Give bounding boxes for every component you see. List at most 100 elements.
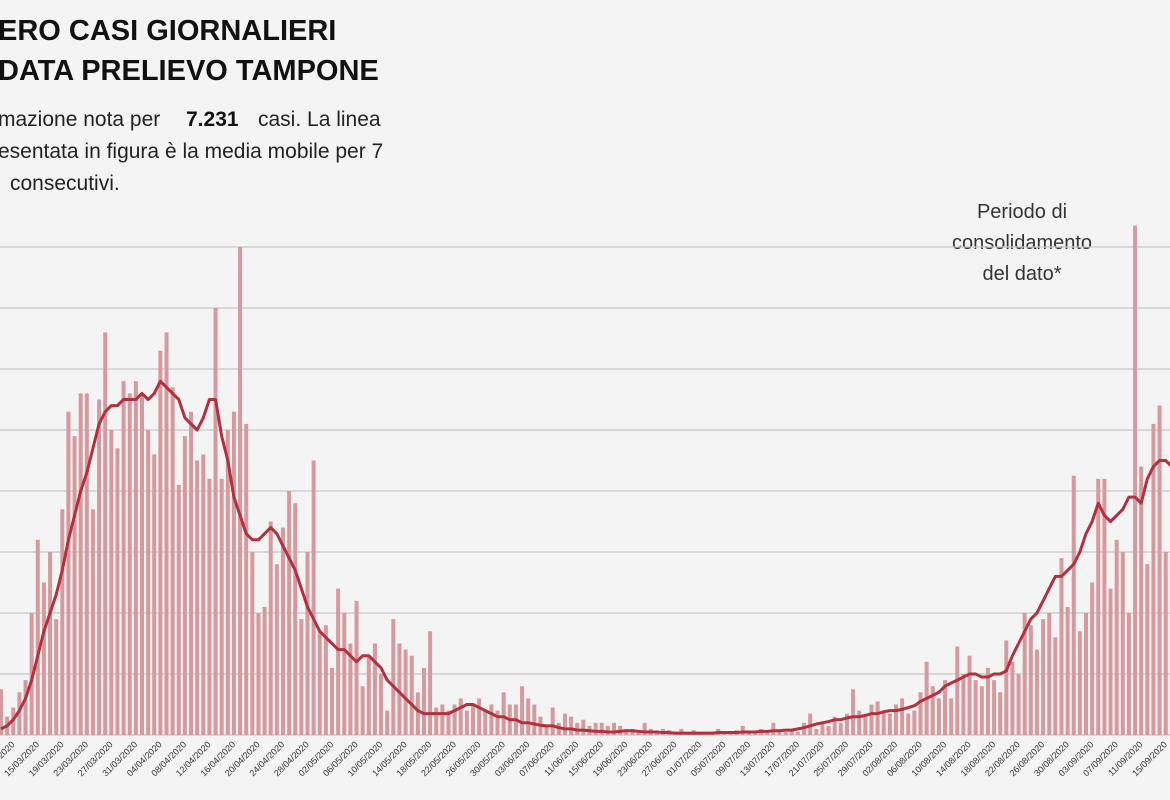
bar — [1133, 225, 1138, 735]
bar — [1059, 558, 1064, 735]
bar — [262, 606, 267, 735]
bar — [121, 381, 126, 735]
bar — [23, 680, 28, 735]
bar — [495, 710, 500, 735]
bar — [164, 332, 169, 735]
bar — [740, 725, 745, 735]
annotation: del dato* — [983, 263, 1062, 285]
bar — [581, 719, 586, 735]
moving-average-line — [0, 379, 1170, 735]
bar — [949, 698, 954, 735]
bar — [526, 698, 531, 735]
bar — [440, 704, 445, 735]
bar — [268, 521, 273, 735]
bar — [146, 430, 151, 735]
bar — [415, 692, 420, 735]
bar — [765, 731, 770, 735]
bar — [421, 667, 426, 735]
bar — [605, 725, 610, 735]
bar — [593, 722, 598, 735]
bar — [550, 707, 555, 735]
bar — [520, 686, 525, 735]
bar — [789, 728, 794, 735]
bar — [832, 716, 837, 735]
bar — [918, 692, 923, 735]
bar — [189, 411, 194, 735]
bar — [342, 613, 347, 735]
bar — [1016, 674, 1021, 735]
bar — [1102, 478, 1107, 735]
bar — [857, 710, 862, 735]
bar — [752, 731, 757, 735]
subtitle-number: 7.231 — [186, 108, 239, 131]
bar — [109, 430, 114, 735]
bar — [826, 725, 831, 735]
bar — [795, 731, 800, 735]
bar — [72, 436, 77, 735]
bar — [287, 491, 292, 735]
bar — [195, 460, 200, 735]
bar — [489, 704, 494, 735]
bar — [336, 588, 341, 735]
subtitle: casi. La linea — [258, 108, 381, 131]
bar — [501, 692, 506, 735]
bar — [961, 674, 966, 735]
bar — [409, 655, 414, 735]
bar — [973, 680, 978, 735]
bar — [403, 649, 408, 735]
bar — [642, 722, 647, 735]
bar — [133, 381, 138, 735]
bar — [887, 713, 892, 735]
bar — [985, 667, 990, 735]
bar — [1041, 619, 1046, 735]
bar — [1028, 625, 1033, 735]
bar — [820, 722, 825, 735]
bar — [274, 564, 279, 735]
bar — [54, 619, 59, 735]
bar — [838, 722, 843, 735]
bar — [434, 707, 439, 735]
bar — [998, 692, 1003, 735]
bar — [311, 460, 316, 735]
bar — [385, 710, 390, 735]
bar — [170, 387, 175, 735]
bar — [1047, 613, 1052, 735]
bar — [936, 698, 941, 735]
bar — [60, 509, 65, 735]
bar — [78, 393, 83, 735]
bar — [1004, 640, 1009, 735]
bar — [863, 716, 868, 735]
bar — [1077, 631, 1082, 735]
bar — [992, 680, 997, 735]
bar — [881, 710, 886, 735]
bar — [446, 710, 451, 735]
bar — [391, 619, 396, 735]
chart-title: ERO CASI GIORNALIERI — [0, 15, 336, 47]
bar — [869, 704, 874, 735]
bar — [256, 613, 261, 735]
bar — [225, 430, 230, 735]
bar — [379, 674, 384, 735]
bar — [851, 689, 856, 735]
bar — [354, 600, 359, 735]
bar — [814, 728, 819, 735]
bar — [771, 722, 776, 735]
bar — [305, 552, 310, 735]
bar — [250, 552, 255, 735]
bar — [317, 631, 322, 735]
bar — [599, 722, 604, 735]
bar — [97, 399, 102, 735]
bar — [1096, 478, 1101, 735]
bar — [348, 643, 353, 735]
bar — [777, 730, 782, 735]
bar — [207, 478, 212, 735]
bar — [17, 692, 22, 735]
bar — [1034, 649, 1039, 735]
bar — [41, 582, 46, 735]
bar — [1108, 588, 1113, 735]
subtitle: mazione nota per — [0, 108, 160, 131]
bar — [1163, 552, 1168, 735]
bar — [323, 625, 328, 735]
bar — [483, 710, 488, 735]
